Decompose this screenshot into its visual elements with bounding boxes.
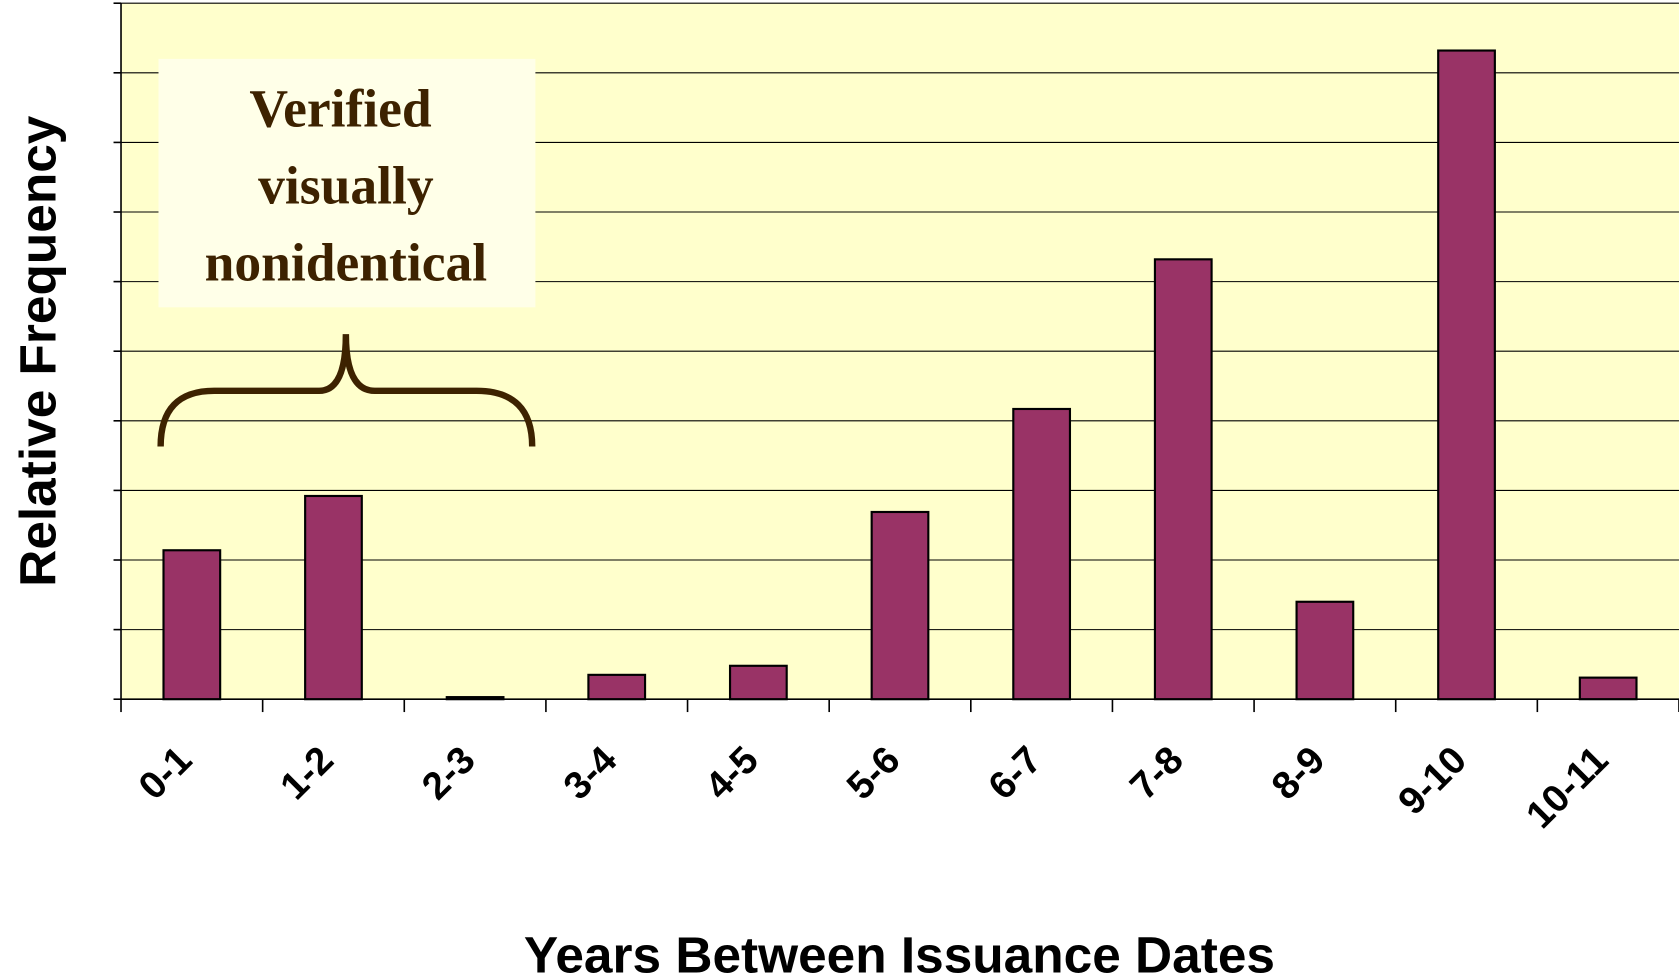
x-tick-label: 8-9	[1264, 738, 1334, 808]
annotation-text: nonidentical	[205, 233, 488, 293]
brace	[157, 334, 536, 447]
x-tick-label: 3-4	[555, 738, 625, 808]
bar	[1295, 600, 1355, 701]
x-tick-label: 0-1	[131, 738, 201, 808]
x-tick-label: 6-7	[980, 738, 1050, 808]
x-tick-label: 9-10	[1390, 738, 1475, 823]
bar	[304, 494, 363, 701]
x-tick-label: 1-2	[272, 738, 342, 808]
bar	[162, 549, 222, 701]
bar	[1578, 676, 1638, 701]
x-tick-label: 5-6	[839, 738, 909, 808]
x-tick-label: 7-8	[1122, 738, 1192, 808]
bar	[870, 510, 930, 701]
annotation-text: Verified	[249, 78, 432, 138]
bar	[1153, 258, 1213, 701]
bar	[728, 664, 788, 701]
y-axis-title: Relative Frequency	[9, 115, 67, 587]
bar	[1437, 49, 1496, 701]
bar	[1012, 407, 1072, 701]
bar	[587, 673, 647, 701]
x-tick-label: 10-11	[1518, 738, 1617, 837]
x-tick-label: 2-3	[414, 738, 484, 808]
x-tick-label: 4-5	[697, 738, 767, 808]
x-axis-title: Years Between Issuance Dates	[524, 925, 1275, 979]
annotation-box	[158, 58, 536, 308]
annotation-text: visually	[258, 155, 434, 215]
